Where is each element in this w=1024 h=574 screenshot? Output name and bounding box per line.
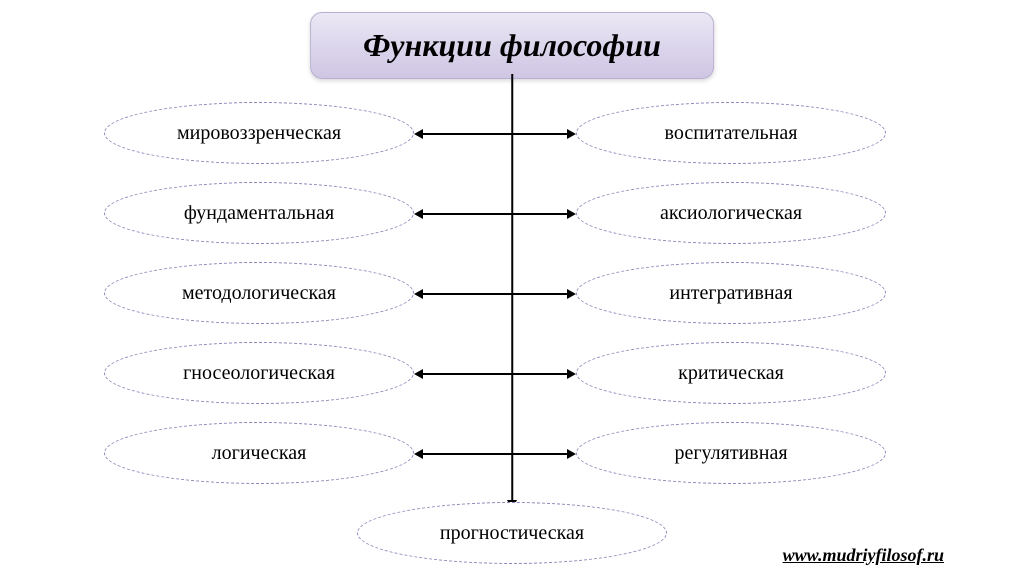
ellipse-label: мировоззренческая (177, 122, 341, 145)
arrow-left-icon (414, 209, 423, 219)
ellipse-left-row-1: фундаментальная (104, 182, 414, 244)
ellipse-label: критическая (678, 362, 784, 385)
ellipse-label: прогностическая (440, 522, 584, 545)
title-text: Функции философии (363, 27, 661, 63)
ellipse-left-row-2: методологическая (104, 262, 414, 324)
ellipse-label: логическая (212, 442, 307, 465)
connector-left-row-2 (422, 293, 512, 295)
connector-left-row-4 (422, 453, 512, 455)
ellipse-label: интегративная (669, 282, 792, 305)
ellipse-right-row-0: воспитательная (576, 102, 886, 164)
connector-left-row-0 (422, 133, 512, 135)
arrow-left-icon (414, 289, 423, 299)
ellipse-left-row-3: гносеологическая (104, 342, 414, 404)
connector-right-row-1 (512, 213, 568, 215)
ellipse-right-row-2: интегративная (576, 262, 886, 324)
ellipse-right-row-4: регулятивная (576, 422, 886, 484)
arrow-right-icon (567, 209, 576, 219)
arrow-right-icon (567, 449, 576, 459)
arrow-right-icon (567, 369, 576, 379)
ellipse-label: регулятивная (674, 442, 787, 465)
connector-right-row-3 (512, 373, 568, 375)
ellipse-label: воспитательная (665, 122, 798, 145)
ellipse-label: аксиологическая (660, 202, 802, 225)
arrow-left-icon (414, 129, 423, 139)
ellipse-left-row-0: мировоззренческая (104, 102, 414, 164)
ellipse-right-row-3: критическая (576, 342, 886, 404)
diagram-container: Функции философии мировоззренческая воспи… (0, 0, 1024, 574)
footer-url: www.mudriyfilosof.ru (783, 545, 944, 566)
connector-left-row-3 (422, 373, 512, 375)
connector-right-row-0 (512, 133, 568, 135)
title-box: Функции философии (310, 12, 714, 79)
arrow-left-icon (414, 369, 423, 379)
ellipse-label: методологическая (182, 282, 336, 305)
connector-right-row-4 (512, 453, 568, 455)
ellipse-label: гносеологическая (183, 362, 335, 385)
ellipse-label: фундаментальная (184, 202, 334, 225)
vertical-connector (511, 74, 513, 502)
ellipse-left-row-4: логическая (104, 422, 414, 484)
arrow-right-icon (567, 129, 576, 139)
ellipse-bottom: прогностическая (357, 502, 667, 564)
arrow-right-icon (567, 289, 576, 299)
ellipse-right-row-1: аксиологическая (576, 182, 886, 244)
connector-right-row-2 (512, 293, 568, 295)
connector-left-row-1 (422, 213, 512, 215)
arrow-left-icon (414, 449, 423, 459)
